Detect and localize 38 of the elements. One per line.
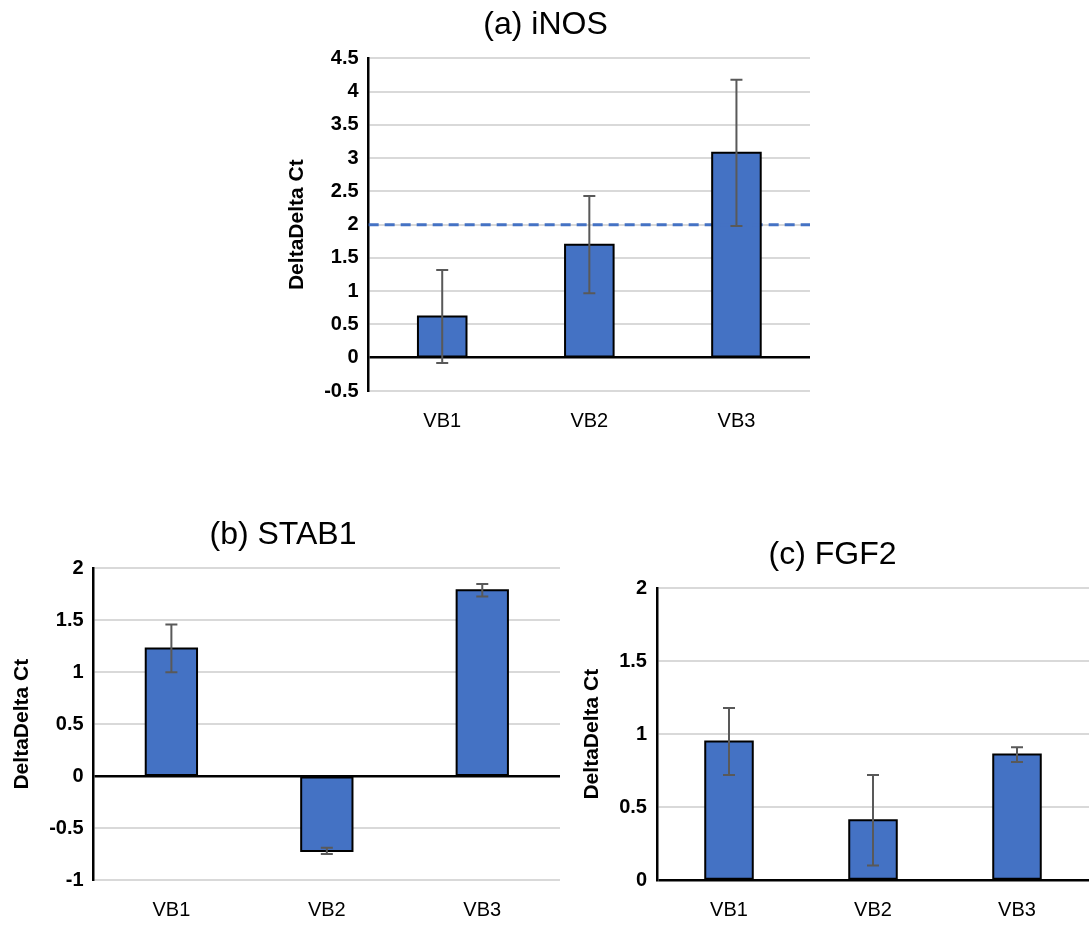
y-tick-label: 1.5: [330, 245, 359, 268]
y-tick-label: 0: [347, 345, 359, 368]
y-tick-label: -0.5: [49, 815, 84, 838]
y-tick-label: 0.5: [55, 711, 84, 734]
y-axis-title: DeltaDelta Ct: [284, 159, 308, 291]
y-tick-label: 2.5: [330, 178, 359, 201]
x-tick-label: VB1: [152, 897, 191, 920]
y-tick-label: 4.5: [330, 45, 359, 68]
y-tick-label: 1.5: [619, 648, 647, 671]
y-tick-label: 1: [347, 278, 359, 301]
y-tick-label: 0.5: [619, 794, 647, 817]
x-tick-label: VB3: [717, 408, 756, 431]
chart-title: (a) iNOS: [483, 5, 608, 42]
y-tick-label: 0: [72, 763, 84, 786]
y-axis-title: DeltaDelta Ct: [579, 668, 603, 800]
x-tick-label: VB3: [998, 897, 1036, 920]
y-axis-title: DeltaDelta Ct: [9, 658, 33, 790]
y-tick-label: 2: [347, 212, 359, 235]
chart-title: (c) FGF2: [768, 535, 897, 572]
x-tick-label: VB3: [463, 897, 502, 920]
y-tick-label: 1.5: [55, 607, 84, 630]
y-tick-label: 1: [635, 721, 647, 744]
y-tick-label: 3: [347, 145, 359, 168]
y-tick-label: 1: [72, 659, 84, 682]
y-tick-label: 2: [635, 575, 647, 598]
y-tick-label: 2: [72, 555, 84, 578]
x-tick-label: VB1: [710, 897, 748, 920]
y-tick-label: 4: [347, 79, 360, 102]
x-tick-label: VB2: [307, 897, 346, 920]
y-tick-label: -1: [65, 867, 84, 890]
x-tick-label: VB2: [854, 897, 892, 920]
x-tick-label: VB1: [423, 408, 462, 431]
chart-title: (b) STAB1: [209, 515, 357, 552]
y-tick-label: 3.5: [330, 112, 359, 135]
x-tick-label: VB2: [570, 408, 609, 431]
y-tick-label: 0: [635, 867, 647, 890]
y-tick-label: -0.5: [324, 378, 359, 401]
y-tick-label: 0.5: [330, 312, 359, 334]
